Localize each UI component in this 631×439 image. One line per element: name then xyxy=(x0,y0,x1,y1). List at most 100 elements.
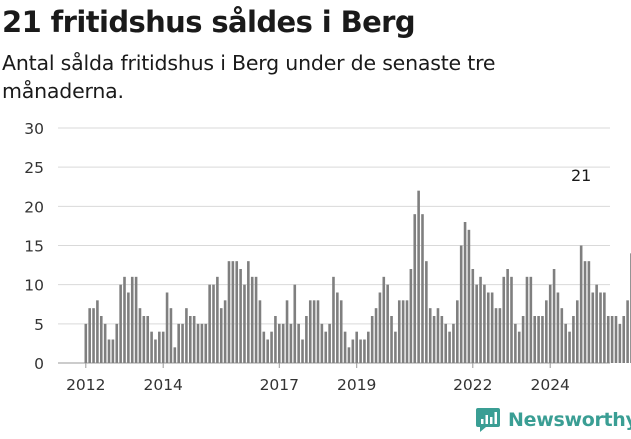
bar xyxy=(456,300,459,363)
bar xyxy=(150,331,153,363)
bar xyxy=(436,308,440,363)
bar xyxy=(138,308,142,363)
bar xyxy=(498,308,502,363)
bar xyxy=(367,331,370,363)
bar xyxy=(223,300,227,363)
bar xyxy=(96,300,99,363)
bar xyxy=(560,308,564,363)
bar xyxy=(459,245,463,363)
bar xyxy=(363,339,366,363)
bar xyxy=(332,276,335,363)
bar xyxy=(219,308,223,363)
bar xyxy=(347,347,351,363)
bar xyxy=(545,300,548,363)
bar xyxy=(452,323,455,363)
chart-title: 21 fritidshus såldes i Berg xyxy=(2,5,416,39)
bar xyxy=(610,316,614,363)
bar xyxy=(444,323,448,363)
bar xyxy=(517,331,521,363)
x-tick-label: 2014 xyxy=(143,376,182,394)
bar xyxy=(514,323,517,363)
bars xyxy=(84,190,631,363)
bar xyxy=(622,316,626,363)
x-tick-label: 2017 xyxy=(260,376,299,394)
bar xyxy=(591,292,595,363)
bar xyxy=(533,316,537,363)
bar xyxy=(258,300,262,363)
bar xyxy=(471,269,475,363)
bar xyxy=(320,323,324,363)
bar xyxy=(243,284,246,363)
bar xyxy=(227,261,231,363)
y-tick-label: 20 xyxy=(24,198,44,216)
bar xyxy=(587,261,591,363)
bar xyxy=(285,300,289,363)
bar xyxy=(510,276,513,363)
bar xyxy=(235,261,239,363)
bar xyxy=(479,276,482,363)
bar xyxy=(181,323,184,363)
newsworthy-brand: Newsworthy xyxy=(476,408,631,432)
bar xyxy=(428,308,432,363)
bar xyxy=(316,300,320,363)
bar xyxy=(467,229,471,363)
bar xyxy=(355,331,358,363)
bar xyxy=(595,284,598,363)
bar xyxy=(618,323,622,363)
bar xyxy=(161,331,165,363)
x-tick-label: 2019 xyxy=(337,376,376,394)
bar xyxy=(374,308,378,363)
bar xyxy=(575,300,579,363)
bar xyxy=(521,316,525,363)
bar xyxy=(250,276,254,363)
bar xyxy=(177,323,180,363)
bar xyxy=(568,331,571,363)
bar xyxy=(394,331,397,363)
bar xyxy=(278,323,281,363)
bar xyxy=(196,323,200,363)
y-tick-label: 10 xyxy=(24,277,44,295)
bar xyxy=(239,269,242,363)
bar xyxy=(208,284,211,363)
bar xyxy=(448,331,451,363)
bar xyxy=(390,316,393,363)
bar xyxy=(483,284,486,363)
bar xyxy=(127,292,130,363)
bar xyxy=(614,316,618,363)
bar xyxy=(603,292,606,363)
bar xyxy=(386,284,389,363)
bar xyxy=(305,316,308,363)
bar xyxy=(378,292,382,363)
x-tick-label: 2024 xyxy=(530,376,569,394)
bar xyxy=(529,276,533,363)
bar xyxy=(552,269,556,363)
bar xyxy=(475,284,478,363)
y-tick-label: 0 xyxy=(34,355,44,373)
bar xyxy=(107,339,111,363)
bar xyxy=(339,300,343,363)
bar xyxy=(397,300,401,363)
bar xyxy=(297,323,300,363)
bar xyxy=(440,316,444,363)
bar xyxy=(103,323,107,363)
chart-subtitle: Antal sålda fritidshus i Berg under de s… xyxy=(2,51,496,103)
y-tick-label: 30 xyxy=(24,120,44,138)
bar xyxy=(254,276,258,363)
bar xyxy=(336,292,339,363)
bar xyxy=(343,331,347,363)
annotations: 21 xyxy=(571,166,591,185)
bar xyxy=(463,222,467,363)
bar xyxy=(417,190,420,363)
bar xyxy=(359,339,362,363)
bar xyxy=(405,300,409,363)
y-tick-label: 15 xyxy=(24,238,44,256)
bar xyxy=(212,284,215,363)
bar xyxy=(564,323,567,363)
bar xyxy=(169,308,173,363)
bar xyxy=(216,276,219,363)
brand-name: Newsworthy xyxy=(508,409,631,431)
bar xyxy=(556,292,560,363)
bar xyxy=(351,339,355,363)
bar xyxy=(432,316,436,363)
bar xyxy=(421,214,424,363)
